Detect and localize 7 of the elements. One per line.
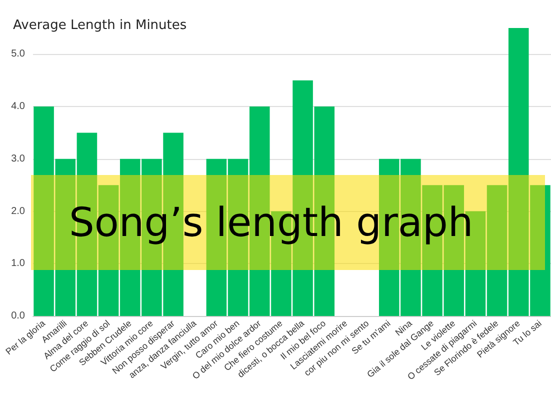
- y-tick-label: 5.0: [11, 48, 26, 60]
- y-tick-label: 2.0: [11, 206, 26, 217]
- chart-title: Average Length in Minutes: [13, 18, 187, 33]
- y-tick-label: 1.0: [11, 258, 26, 270]
- y-tick-label: 3.0: [11, 153, 26, 164]
- y-tick-label: 0.0: [11, 310, 26, 322]
- y-tick-label: 4.0: [11, 101, 26, 112]
